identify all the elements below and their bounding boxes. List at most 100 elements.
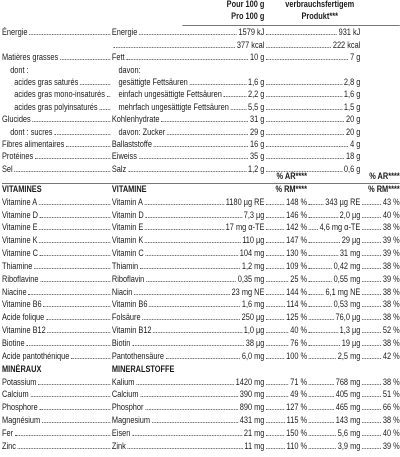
value-per-100g: 1,6 g bbox=[247, 76, 265, 87]
cell: 38 % bbox=[360, 377, 400, 388]
leader bbox=[308, 242, 341, 244]
cell: davon: bbox=[112, 65, 265, 76]
value-ready: 0,42 mg bbox=[333, 260, 361, 271]
cell: Énergie bbox=[2, 27, 112, 38]
table-row: Niacine Niacin 23 mg NE 144 % 6,1 mg NE 38 % bbox=[2, 285, 400, 298]
leader bbox=[151, 422, 239, 424]
label-fr: Sel bbox=[2, 163, 13, 174]
leader bbox=[308, 229, 318, 231]
cell: 377 kcal bbox=[112, 40, 264, 51]
cell: 6,1 mg NE bbox=[307, 287, 360, 298]
label-de: Vitamin E bbox=[111, 222, 144, 233]
cell: 25 % bbox=[264, 274, 307, 285]
value-ready: 29 µg bbox=[341, 235, 361, 246]
label-de: Vitamin D bbox=[111, 209, 144, 220]
leader bbox=[127, 170, 247, 172]
cell: % AR**** bbox=[360, 171, 399, 182]
table-row: Pour 100 g verbrauchsfertigem bbox=[2, 0, 400, 10]
table-row: Vitamine A Vitamin A 1180 µg RE 148 % 343 µg… bbox=[2, 195, 400, 208]
label-de: Pantothensäure bbox=[111, 350, 165, 361]
leader bbox=[230, 108, 247, 110]
cell: 39 % bbox=[360, 235, 400, 246]
cell: Calcium 390 mg bbox=[112, 389, 265, 400]
value-ready: 465 mg bbox=[335, 402, 361, 413]
leader bbox=[308, 383, 335, 385]
column-header: Pour 100 g bbox=[226, 0, 265, 9]
cell: 0,6 g bbox=[264, 164, 360, 175]
cell: 343 µg RE bbox=[307, 197, 360, 208]
cell: 20 g bbox=[264, 114, 360, 125]
cell: Protéines bbox=[2, 151, 112, 162]
cell: Vitamine K bbox=[2, 235, 112, 246]
cell: 66 % bbox=[360, 402, 400, 413]
table-row: Sel Salz 1,2 g 0,6 g bbox=[2, 162, 400, 174]
leader bbox=[166, 133, 249, 135]
leader bbox=[308, 332, 339, 334]
cell: 0,55 mg bbox=[307, 274, 360, 285]
cell: Produkt*** bbox=[264, 11, 375, 22]
leader bbox=[266, 319, 285, 321]
leader bbox=[26, 345, 111, 347]
leader bbox=[266, 83, 343, 85]
leader bbox=[266, 108, 343, 110]
cell: Pro 100 g bbox=[112, 11, 264, 22]
label-de: davon: bbox=[118, 64, 141, 75]
label-de: Thiamin bbox=[111, 260, 139, 271]
label-de: Biotin bbox=[111, 338, 131, 349]
leader bbox=[139, 267, 241, 269]
label-fr: Matières grasses bbox=[2, 52, 59, 63]
cell: einfach ungesättigte Fettsäuren 2,2 g bbox=[112, 89, 264, 100]
cell: Calcium bbox=[2, 389, 112, 400]
table-row: acides gras saturés gesättigte Fettsäuren… bbox=[2, 76, 400, 88]
value-ready: 31 mg bbox=[339, 248, 361, 259]
cell: 144 % bbox=[264, 287, 307, 298]
label-fr: dont : sucres bbox=[10, 126, 53, 137]
cell: 38 % bbox=[360, 338, 400, 349]
leader bbox=[361, 229, 382, 231]
leader bbox=[33, 267, 111, 269]
cell: 43 % bbox=[360, 197, 400, 208]
leader bbox=[29, 34, 111, 36]
value-ready: 1,3 µg bbox=[339, 325, 361, 336]
label-fr: Potassium bbox=[2, 376, 37, 387]
table-row: Vitamine K Vitamin K 110 µg 147 % 29 µg 39 % bbox=[2, 233, 400, 246]
leader bbox=[266, 396, 289, 398]
percent-per-100g: 142 % bbox=[286, 222, 308, 233]
value-ready: 768 mg bbox=[335, 376, 361, 387]
label-fr: Vitamine B6 bbox=[2, 299, 42, 310]
cell: 18 g bbox=[264, 151, 360, 162]
leader bbox=[149, 306, 241, 308]
leader bbox=[266, 434, 285, 436]
leader bbox=[361, 267, 382, 269]
table-row: % AR**** % AR**** bbox=[2, 171, 400, 182]
label-de: Kohlenhydrate bbox=[111, 114, 160, 125]
pct-header: % AR**** bbox=[276, 171, 308, 181]
label-de: Calcium bbox=[111, 389, 139, 400]
label-de: Vitamin C bbox=[111, 248, 144, 259]
table-row: Vitamine D Vitamin D 7,3 µg 146 % 2,0 µg 40 % bbox=[2, 208, 400, 221]
value-ready: 0,53 mg bbox=[333, 299, 361, 310]
leader bbox=[266, 332, 289, 334]
cell: Potassium bbox=[2, 377, 112, 388]
percent-ready: 40 % bbox=[382, 427, 400, 438]
cell: Thiamine bbox=[2, 261, 112, 272]
value-ready: 20 g bbox=[345, 114, 361, 125]
cell: Pantothensäure 6,0 mg bbox=[112, 351, 265, 362]
percent-per-100g: 127 % bbox=[286, 402, 308, 413]
cell: Vitamin C 104 mg bbox=[112, 248, 265, 259]
label-fr: Énergie bbox=[2, 27, 28, 38]
label-de: Vitamin B12 bbox=[111, 325, 152, 336]
leader bbox=[134, 293, 230, 295]
cell: 20 g bbox=[264, 127, 360, 138]
leader bbox=[126, 59, 249, 61]
leader bbox=[161, 121, 249, 123]
cell: 222 kcal bbox=[264, 40, 360, 51]
cell: 7 g bbox=[264, 52, 360, 63]
cell: Vitamin E 17 mg α-TE bbox=[112, 222, 265, 233]
table-row: Protéines Eiweiss 35 g 18 g bbox=[2, 150, 400, 162]
leader bbox=[153, 332, 243, 334]
leader bbox=[40, 280, 111, 282]
leader bbox=[39, 255, 111, 257]
value-per-100g: 29 g bbox=[250, 126, 265, 137]
label-de: Salz bbox=[111, 163, 127, 174]
